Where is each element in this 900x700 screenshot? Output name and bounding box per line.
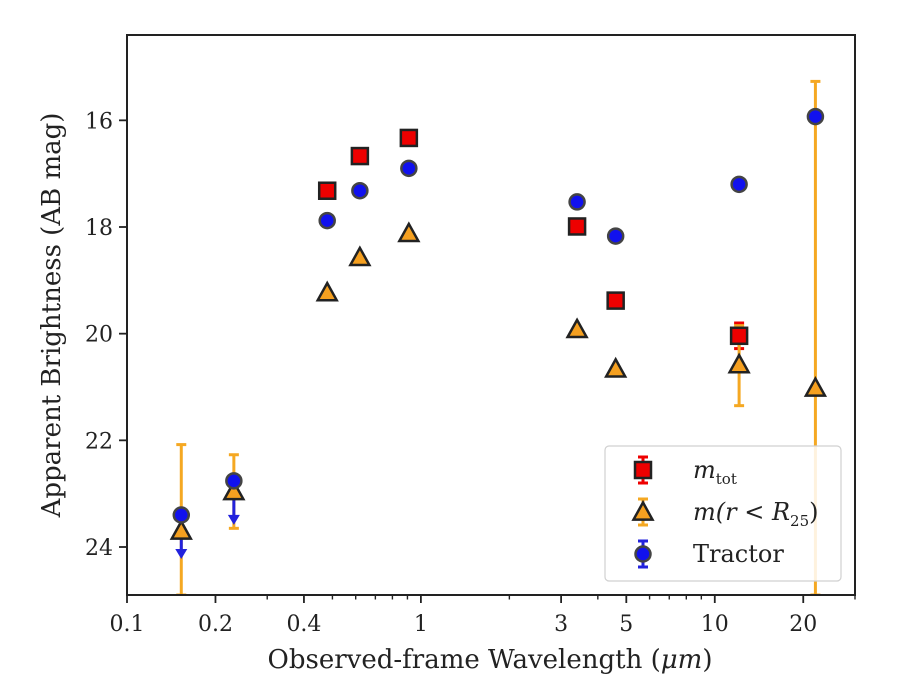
- triangle-marker-1-1: [222, 479, 246, 501]
- legend-box: [604, 445, 842, 582]
- legend-circle-icon: [634, 545, 652, 563]
- plot-area: [169, 79, 828, 595]
- circle-marker-2-7: [730, 175, 748, 194]
- x-tick-label-2: 0.4: [286, 612, 321, 637]
- legend-entry-2: Tractor: [634, 539, 784, 569]
- y-tick-label-4: 24: [85, 536, 113, 561]
- triangle-marker-1-2: [315, 280, 339, 302]
- legend-label-0: mtot: [693, 456, 737, 488]
- x-tick-label-7: 20: [789, 612, 817, 637]
- circle-marker-2-3: [351, 181, 369, 200]
- triangle-marker-1-8: [803, 375, 828, 397]
- y-tick-label-0: 16: [85, 109, 113, 134]
- legend-label-1: m(r < R25): [693, 498, 819, 530]
- circle-marker-2-0: [172, 506, 191, 524]
- triangle-marker-1-7: [727, 352, 751, 374]
- axis-ticks: 0.1 0.2 0.4 1 3 5 10 20 16 18 20 22 24: [85, 109, 856, 637]
- plot-content: [169, 79, 828, 595]
- circle-marker-2-4: [400, 159, 418, 178]
- square-marker-0-2: [399, 128, 419, 148]
- square-marker-0-4: [606, 291, 625, 310]
- circle-marker-2-2: [318, 211, 336, 230]
- legend-triangle-icon: [631, 499, 655, 521]
- legend-label-2: Tractor: [693, 540, 784, 568]
- plot-border: [126, 34, 856, 596]
- triangle-marker-1-4: [397, 221, 421, 243]
- circle-marker-2-1: [225, 472, 243, 490]
- square-marker-0-5: [729, 326, 749, 346]
- y-axis-title: Apparent Brightness (AB mag): [37, 113, 67, 519]
- x-tick-label-6: 10: [701, 612, 729, 637]
- triangle-marker-1-6: [604, 356, 628, 378]
- x-tick-label-4: 3: [554, 612, 568, 637]
- triangle-marker-1-3: [348, 245, 372, 267]
- triangle-marker-1-5: [565, 317, 589, 339]
- circle-marker-2-5: [568, 193, 586, 211]
- legend: mtot m(r < R25) Tractor: [604, 445, 842, 582]
- legend-entry-1: m(r < R25): [631, 497, 819, 530]
- x-tick-label-1: 0.2: [198, 612, 233, 637]
- circle-marker-2-8: [806, 107, 825, 126]
- legend-entry-0: mtot: [633, 455, 737, 488]
- x-axis-title: Observed-frame Wavelength (μm): [268, 645, 713, 675]
- circle-marker-2-6: [606, 227, 625, 245]
- square-marker-0-1: [350, 146, 370, 166]
- square-marker-0-0: [317, 181, 337, 200]
- y-tick-label-1: 18: [85, 216, 113, 241]
- y-tick-label-2: 20: [85, 323, 113, 348]
- x-tick-label-0: 0.1: [110, 612, 145, 637]
- legend-square-icon: [633, 460, 653, 480]
- x-tick-label-5: 5: [619, 612, 633, 637]
- x-tick-label-3: 1: [414, 612, 428, 637]
- triangle-marker-1-0: [169, 518, 193, 540]
- y-tick-label-3: 22: [85, 429, 113, 454]
- square-marker-0-3: [567, 217, 587, 236]
- plot-frame: [126, 34, 856, 596]
